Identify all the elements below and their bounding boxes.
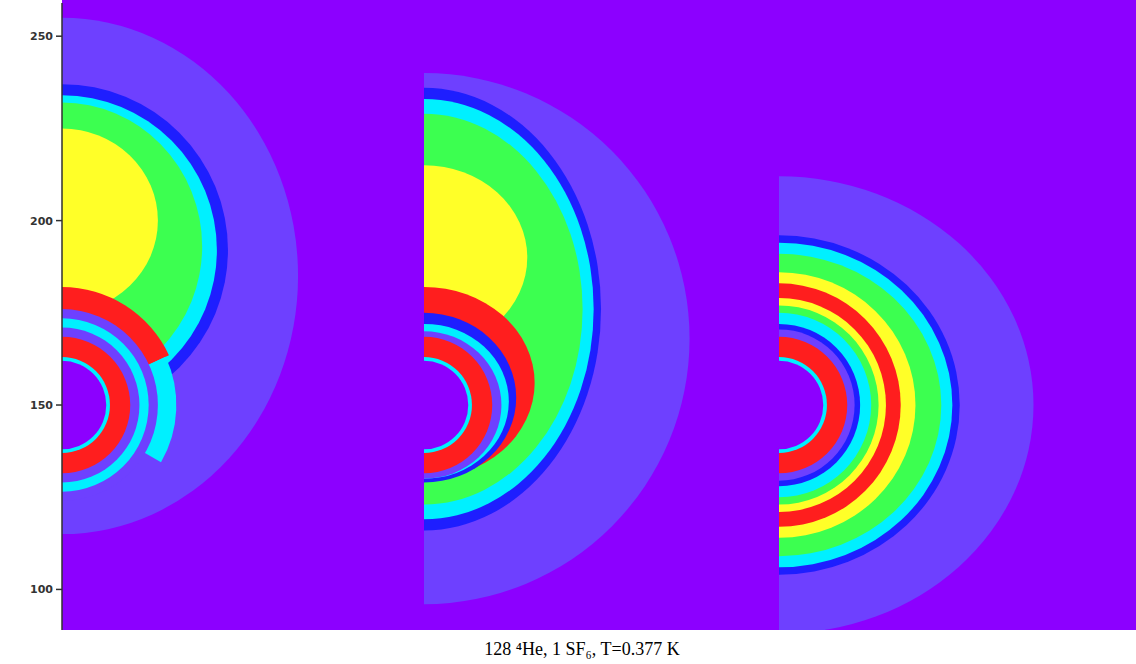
density-band	[779, 254, 941, 556]
density-band	[424, 361, 468, 450]
density-band	[424, 337, 492, 473]
density-band	[779, 235, 960, 574]
density-band	[779, 357, 827, 453]
density-band	[62, 337, 130, 473]
density-band	[62, 18, 298, 534]
y-tick-label: 150	[30, 399, 53, 412]
density-band	[62, 357, 110, 453]
density-band	[779, 337, 847, 473]
density-band	[779, 361, 823, 450]
density-band	[424, 324, 509, 479]
density-band	[779, 176, 1033, 630]
y-tick-label: 200	[30, 215, 53, 228]
y-tick	[56, 35, 62, 37]
y-tick-label: 250	[30, 30, 53, 43]
y-tick-label: 100	[30, 583, 53, 596]
panel	[62, 18, 298, 534]
y-axis	[61, 3, 63, 630]
density-band	[779, 305, 879, 504]
density-band	[779, 298, 886, 512]
density-band	[62, 309, 158, 501]
density-band	[424, 114, 583, 505]
density-band	[424, 357, 472, 453]
density-band	[62, 318, 149, 491]
density-band	[424, 313, 516, 483]
density-band	[424, 88, 601, 531]
density-band	[779, 329, 855, 480]
density-band	[779, 313, 871, 497]
caption: 128 ⁴He, 1 SF₆, T=0.377 K	[484, 639, 679, 659]
density-band	[62, 361, 106, 450]
density-band	[779, 243, 952, 568]
density-band	[779, 283, 901, 526]
density-band	[779, 324, 860, 486]
figure: 100 150 200 250 128 ⁴He, 1 SF₆, T=0.377 K	[0, 0, 1136, 664]
density-band	[62, 328, 139, 483]
y-tick	[56, 589, 62, 591]
panel	[424, 73, 690, 604]
y-tick	[56, 404, 62, 406]
density-band	[424, 73, 690, 604]
y-tick	[56, 220, 62, 222]
density-band	[424, 99, 594, 519]
density-band	[62, 128, 158, 312]
density-band	[779, 272, 915, 538]
panel	[779, 176, 1033, 630]
density-band	[424, 331, 501, 479]
